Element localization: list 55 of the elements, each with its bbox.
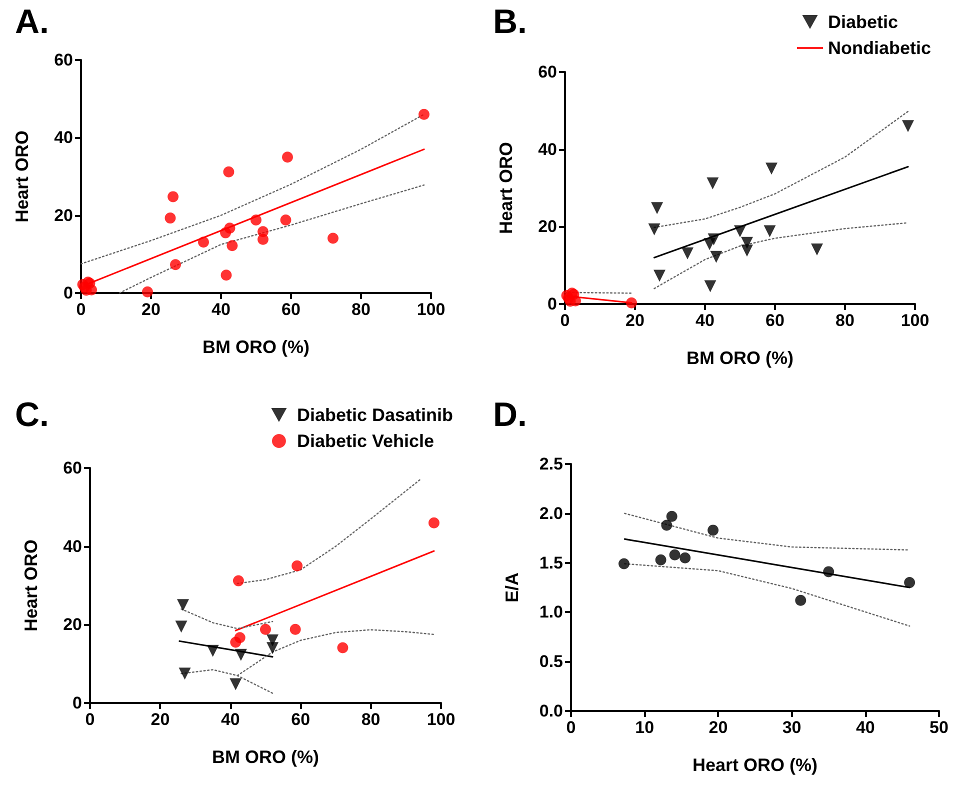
y-tick-label: 60 [63,458,82,478]
y-tick-label: 40 [63,536,82,556]
chart-title: B. [493,3,527,41]
x-tick-label: 0 [85,710,95,729]
x-tick-label: 80 [352,300,370,319]
x-axis-title: BM ORO (%) [202,337,310,357]
legend-label: Diabetic Dasatinib [296,405,454,425]
y-tick-label: 60 [538,62,557,82]
x-tick-label: 10 [635,718,654,737]
x-tick-label: 100 [426,710,456,729]
x-axis-title: BM ORO (%) [686,348,794,368]
y-tick-label: 40 [538,140,557,159]
y-tick-label: 0 [72,694,82,712]
y-tick-label: 1.0 [539,602,563,622]
x-tick-label: 60 [282,300,300,319]
x-tick-label: 80 [361,710,380,729]
y-tick-label: 20 [538,217,557,236]
x-tick-label: 100 [900,311,930,330]
chart-title: A. [15,3,49,41]
x-tick-label: 0 [566,718,576,737]
y-axis-title: Heart ORO [21,539,41,632]
x-axis-title: BM ORO (%) [212,747,319,767]
x-tick-label: 60 [766,311,784,330]
x-tick-label: 50 [930,718,948,737]
x-axis-title: Heart ORO (%) [692,755,818,775]
chart-title: D. [493,396,527,434]
y-tick-label: 40 [54,128,73,148]
y-axis-title: Heart ORO [496,142,516,234]
chart-title: C. [15,396,49,434]
legend-label: Diabetic Vehicle [296,431,434,451]
x-tick-label: 20 [708,718,728,737]
y-tick-label: 2.5 [539,454,563,474]
legend-label: Nondiabetic [828,38,932,58]
legend-label: Diabetic [828,12,898,32]
y-tick-label: 2.0 [539,504,563,523]
x-tick-label: 40 [856,718,875,737]
x-tick-label: 20 [626,311,644,330]
x-tick-label: 40 [212,300,230,319]
y-tick-label: 0.5 [539,652,563,672]
x-tick-label: 30 [782,718,802,737]
x-tick-label: 100 [416,300,446,319]
y-tick-label: 20 [54,206,73,225]
y-tick-label: 60 [54,50,73,70]
x-tick-label: 20 [142,300,160,319]
y-tick-label: 0.0 [539,702,563,720]
y-tick-label: 1.5 [539,553,563,572]
y-tick-label: 0 [64,284,73,302]
x-tick-label: 60 [291,710,310,729]
y-axis-title: Heart ORO [12,130,32,223]
y-tick-label: 20 [63,615,82,634]
y-axis-title: E/A [502,572,522,603]
x-tick-label: 40 [220,710,240,729]
x-tick-label: 40 [696,311,714,330]
x-tick-label: 20 [150,710,170,729]
x-tick-label: 80 [836,311,854,330]
